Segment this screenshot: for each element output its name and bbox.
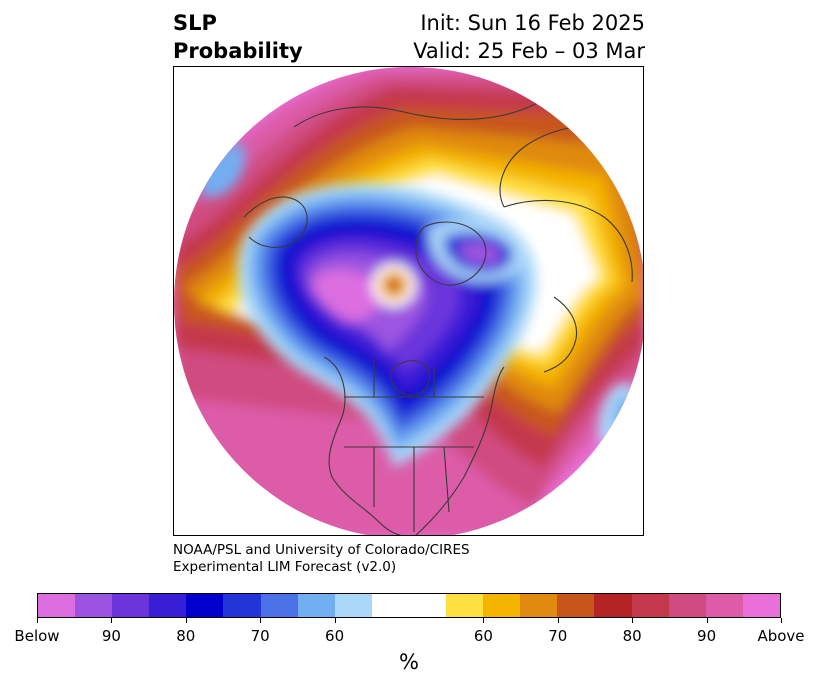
- alaska-coast: [243, 196, 308, 248]
- colorbar-tick-mark: [706, 618, 708, 623]
- colorbar-segment: [186, 594, 224, 617]
- colorbar-segment: [594, 594, 632, 617]
- colorbar-segment: [38, 594, 76, 617]
- colorbar-tick-label: 70: [548, 627, 568, 645]
- us-borders: [344, 446, 474, 532]
- colorbar-tick-mark: [483, 618, 485, 623]
- colorbar-segment: [75, 594, 113, 617]
- colorbar-tick-mark: [37, 618, 38, 623]
- colorbar-tick-label: Below: [14, 627, 60, 645]
- title-variable: SLP: [173, 11, 217, 35]
- init-date: Init: Sun 16 Feb 2025: [420, 11, 645, 35]
- greenland-coast: [415, 221, 487, 286]
- europe-coast: [543, 296, 578, 373]
- colorbar-tick-mark: [632, 618, 634, 623]
- map-title: SLP Probability: [173, 9, 303, 65]
- colorbar-tick-label: 60: [325, 627, 345, 645]
- colorbar: [37, 593, 781, 618]
- valid-range: Valid: 25 Feb – 03 Mar: [413, 39, 645, 63]
- edge-low-west: [198, 143, 245, 198]
- credit-text: NOAA/PSL and University of Colorado/CIRE…: [173, 542, 470, 576]
- colorbar-tick-label: 80: [622, 627, 642, 645]
- colorbar-segment: [668, 594, 706, 617]
- colorbar-tick-mark: [111, 618, 113, 623]
- colorbar-tick-mark: [185, 618, 187, 623]
- colorbar-segment: [149, 594, 187, 617]
- colorbar-segment: [446, 594, 484, 617]
- colorbar-tick-mark: [260, 618, 262, 623]
- colorbar-segment: [557, 594, 595, 617]
- trough-max: [312, 269, 382, 322]
- forecast-dates: Init: Sun 16 Feb 2025 Valid: 25 Feb – 03…: [413, 9, 645, 65]
- colorbar-segment: [112, 594, 150, 617]
- canada-borders: [344, 357, 484, 398]
- colorbar-tick-label: 90: [697, 627, 717, 645]
- polar-high-75: [386, 277, 402, 293]
- colorbar-tick-mark: [334, 618, 336, 623]
- colorbar-segment: [483, 594, 521, 617]
- credit-line-2: Experimental LIM Forecast (v2.0): [173, 559, 397, 575]
- colorbar-tick-label: 70: [250, 627, 270, 645]
- hudson-bay-coast: [390, 360, 431, 396]
- colorbar-unit: %: [399, 650, 419, 674]
- polar-map: [173, 66, 644, 536]
- colorbar-tick-mark: [781, 618, 782, 623]
- slp-probability-field: [174, 67, 643, 535]
- colorbar-segment: [297, 594, 335, 617]
- colorbar-segment: [334, 594, 372, 617]
- north-america-coast: [323, 356, 505, 535]
- title-quantity: Probability: [173, 39, 303, 63]
- credit-line-1: NOAA/PSL and University of Colorado/CIRE…: [173, 542, 470, 558]
- colorbar-segment: [371, 594, 447, 617]
- colorbar-tick-mark: [557, 618, 559, 623]
- eurasia-low-85: [458, 241, 502, 265]
- colorbar-segment: [631, 594, 669, 617]
- colorbar-segment: [223, 594, 261, 617]
- colorbar-tick-label: 60: [473, 627, 493, 645]
- colorbar-segment: [520, 594, 558, 617]
- colorbar-segment: [742, 594, 780, 617]
- colorbar-segment: [705, 594, 743, 617]
- colorbar-tick-label: Above: [757, 627, 805, 645]
- colorbar-tick-label: 90: [101, 627, 121, 645]
- colorbar-tick-label: 80: [176, 627, 196, 645]
- asia-north-coast: [293, 86, 565, 128]
- colorbar-segment: [260, 594, 298, 617]
